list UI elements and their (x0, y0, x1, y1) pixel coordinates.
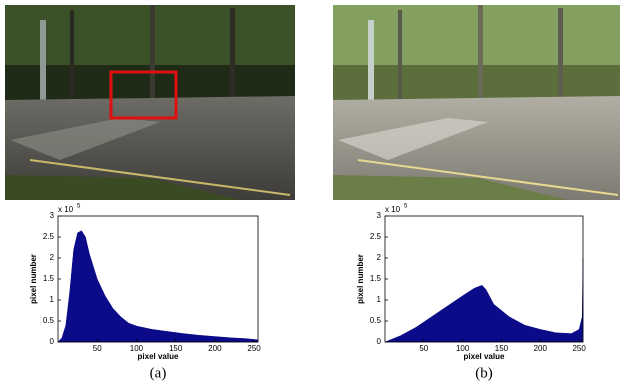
photo-enhanced (333, 5, 620, 200)
y-tick-label: 2.5 (370, 232, 382, 241)
histogram-area (384, 257, 584, 343)
x-axis-label: pixel value (464, 352, 505, 361)
photo-original (5, 5, 295, 200)
x-tick-label: 200 (534, 344, 548, 353)
x-tick-label: 200 (208, 344, 222, 353)
x-tick-label: 100 (456, 344, 470, 353)
y-tick-label: 3 (377, 211, 382, 220)
x-tick-label: 150 (495, 344, 509, 353)
y-tick-label: 3 (50, 211, 55, 220)
y-tick-label: 0.5 (370, 316, 382, 325)
y-tick-label: 1.5 (370, 274, 382, 283)
y-tick-label: 1 (50, 295, 55, 304)
x-tick-label: 250 (572, 344, 586, 353)
multiplier-exponent: 5 (404, 204, 408, 210)
y-axis-label: pixel number (356, 254, 365, 304)
caption: (b) (475, 365, 493, 381)
x-tick-label: 250 (247, 344, 261, 353)
multiplier-base: x 10 (58, 205, 74, 214)
x-tick-label: 100 (130, 344, 144, 353)
multiplier-base: x 10 (385, 205, 401, 214)
y-axis-label: pixel number (29, 254, 38, 304)
y-tick-label: 0 (50, 337, 55, 346)
x-tick-label: 50 (93, 344, 102, 353)
multiplier-exponent: 5 (77, 204, 81, 210)
caption: (a) (150, 365, 167, 381)
y-tick-label: 2 (377, 253, 382, 262)
y-tick-label: 0.5 (43, 316, 55, 325)
y-tick-label: 1 (377, 295, 382, 304)
y-tick-label: 2 (50, 253, 55, 262)
y-tick-label: 0 (377, 337, 382, 346)
x-tick-label: 50 (419, 344, 428, 353)
x-tick-label: 150 (169, 344, 183, 353)
histogram-area (57, 230, 259, 343)
y-tick-label: 2.5 (43, 232, 55, 241)
y-tick-label: 1.5 (43, 274, 55, 283)
x-axis-label: pixel value (138, 352, 179, 361)
